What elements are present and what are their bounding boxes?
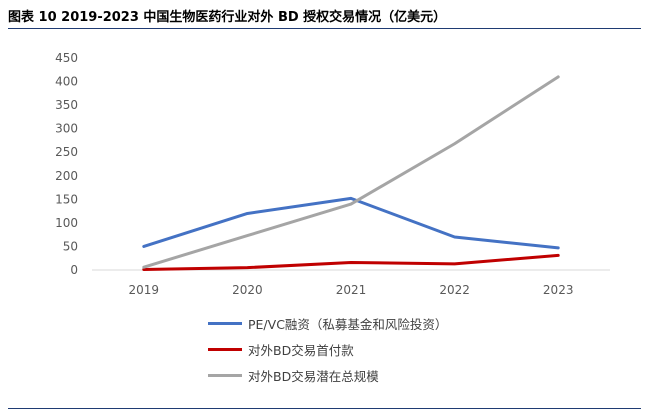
legend-swatch-total [208,373,242,377]
title-rule [8,28,641,29]
x-tick-label: 2021 [336,283,367,297]
legend-item-pevc: PE/VC融资（私募基金和风险投资） [208,310,447,336]
series-line-pevc [142,196,560,250]
series-line-total [142,75,560,269]
y-tick-label: 350 [55,98,78,112]
x-tick-label: 2020 [232,283,263,297]
series-line-upfront [142,253,560,272]
bottom-rule [8,408,641,409]
y-tick-label: 100 [55,216,78,230]
legend-label-total: 对外BD交易潜在总规模 [248,368,379,384]
y-tick-label: 200 [55,169,78,183]
legend-label-pevc: PE/VC融资（私募基金和风险投资） [248,316,448,332]
legend-swatch-upfront [208,347,242,351]
legend-item-upfront: 对外BD交易首付款 [208,336,447,362]
y-tick-label: 300 [55,122,78,136]
x-tick-label: 2022 [439,283,470,297]
x-tick-label: 2019 [129,283,160,297]
chart-legend: PE/VC融资（私募基金和风险投资） 对外BD交易首付款 对外BD交易潜在总规模 [208,310,447,388]
legend-swatch-pevc [208,321,242,325]
y-tick-label: 50 [63,239,78,253]
y-tick-label: 450 [55,51,78,65]
y-tick-label: 400 [55,75,78,89]
y-tick-label: 0 [70,263,78,277]
y-tick-label: 250 [55,145,78,159]
legend-label-upfront: 对外BD交易首付款 [248,342,354,358]
legend-item-total: 对外BD交易潜在总规模 [208,362,447,388]
x-tick-label: 2023 [543,283,574,297]
y-tick-label: 150 [55,192,78,206]
figure-title: 图表 10 2019-2023 中国生物医药行业对外 BD 授权交易情况（亿美元… [8,10,447,25]
